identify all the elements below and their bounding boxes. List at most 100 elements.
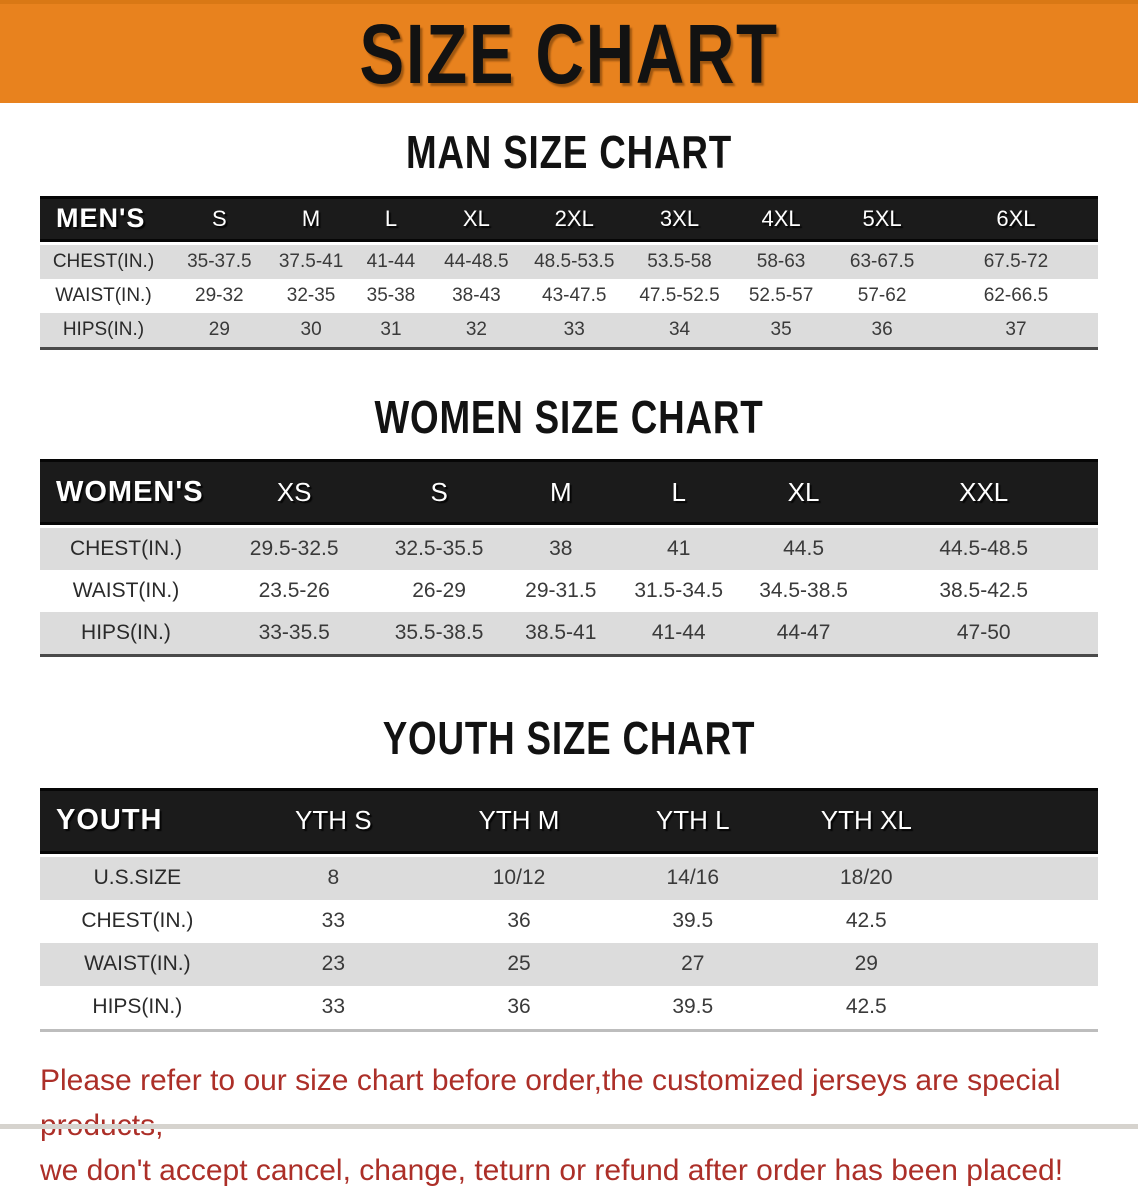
blank-cell — [953, 853, 1098, 900]
table-cell: 42.5 — [845, 995, 887, 1019]
column-header: L — [619, 459, 738, 526]
table-cell: 44-48.5 — [431, 241, 522, 279]
column-header: S — [166, 195, 272, 242]
table-cell: 33 — [321, 909, 345, 933]
bottom-edge-strip — [0, 1124, 1138, 1129]
table-cell: 57-62 — [857, 284, 907, 306]
table-cell: 58-63 — [731, 241, 831, 279]
row-label: HIPS(IN.) — [62, 318, 145, 340]
column-header: YTH L — [606, 787, 780, 854]
table-row: WAIST(IN.) 23 25 27 29 — [40, 942, 1098, 986]
table-row: CHEST(IN.) 29.5-32.5 32.5-35.5 38 41 44.5 44.5… — [40, 525, 1098, 571]
table-cell: 41 — [619, 525, 738, 570]
table-header-row: WOMEN'S XS S M L XL XXL — [40, 459, 1098, 526]
table-row: WAIST(IN.) 29-32 32-35 35-38 38-43 43-47.5 47.… — [40, 279, 1098, 313]
column-header: YTH M — [431, 787, 607, 854]
table-cell: 27 — [681, 952, 705, 976]
table-cell: 37 — [1005, 318, 1027, 340]
row-label: U.S.SIZE — [40, 853, 235, 900]
column-header: 3XL — [627, 195, 732, 242]
row-label: WAIST(IN.) — [72, 579, 180, 603]
column-header: M — [271, 195, 351, 242]
column-header: XL — [431, 195, 522, 242]
table-row: CHEST(IN.) 33 36 39.5 42.5 — [40, 900, 1098, 943]
table-cell: 35.5-38.5 — [394, 621, 484, 645]
column-header: 5XL — [830, 195, 934, 242]
table-title-cell: YOUTH — [40, 787, 235, 854]
row-label: HIPS(IN.) — [92, 995, 183, 1019]
table-cell: 30 — [300, 318, 322, 340]
table-cell: 37.5-41 — [271, 241, 351, 279]
table-cell: 44-47 — [776, 621, 831, 645]
table-cell: 44.5 — [737, 525, 870, 570]
column-header: 6XL — [933, 195, 1098, 242]
table-cell: 33 — [321, 995, 345, 1019]
table-cell: 23.5-26 — [258, 579, 330, 603]
row-label: WAIST(IN.) — [84, 952, 191, 976]
table-cell: 39.5 — [672, 909, 714, 933]
table-header-row: YOUTH YTH S YTH M YTH L YTH XL — [40, 787, 1098, 854]
table-header-row: MEN'S S M L XL 2XL 3XL 4XL 5XL 6XL — [40, 195, 1098, 242]
table-cell: 39.5 — [672, 995, 714, 1019]
table-cell: 29 — [208, 318, 230, 340]
table-cell: 35-38 — [366, 284, 416, 306]
table-cell: 34 — [668, 318, 691, 340]
table-title-cell: WOMEN'S — [40, 459, 212, 526]
row-label: HIPS(IN.) — [81, 621, 171, 645]
table-cell: 47-50 — [956, 621, 1011, 645]
column-header: YTH S — [234, 787, 432, 854]
blank-cell — [953, 943, 1098, 986]
table-cell: 38 — [501, 525, 620, 570]
table-cell: 34.5-38.5 — [759, 579, 848, 603]
table-cell: 29-32 — [195, 284, 244, 306]
row-label: WAIST(IN.) — [55, 284, 152, 306]
table-cell: 52.5-57 — [748, 284, 814, 306]
table-cell: 8 — [234, 853, 432, 900]
table-cell: 41-44 — [350, 241, 432, 279]
blank-header-cell — [953, 787, 1098, 854]
column-header: L — [350, 195, 432, 242]
table-cell: 38-43 — [452, 284, 501, 306]
row-label: CHEST(IN.) — [40, 525, 212, 570]
table-cell: 29.5-32.5 — [211, 525, 377, 570]
table-row: WAIST(IN.) 23.5-26 26-29 29-31.5 31.5-34.5 34… — [40, 570, 1098, 612]
table-cell: 36 — [871, 318, 893, 340]
table-cell: 23 — [321, 952, 345, 976]
table-cell: 35 — [770, 318, 792, 340]
column-header: 4XL — [731, 195, 831, 242]
table-row: HIPS(IN.) 33-35.5 35.5-38.5 38.5-41 41-44 44-… — [40, 612, 1098, 655]
table-cell: 31 — [380, 318, 402, 340]
table-cell: 29 — [854, 952, 878, 976]
table-cell: 32-35 — [286, 284, 336, 306]
women-section-title: WOMEN SIZE CHART — [374, 390, 764, 443]
section-women: WOMEN SIZE CHART WOMEN'S XS S M L XL XXL CHEST(… — [0, 390, 1138, 658]
column-header: 2XL — [521, 195, 628, 242]
table-title-cell: MEN'S — [40, 195, 167, 242]
table-row: HIPS(IN.) 29 30 31 32 33 34 35 36 37 — [40, 312, 1098, 347]
banner: SIZE CHART — [0, 0, 1138, 103]
section-men: MAN SIZE CHART MEN'S S M L XL 2XL 3XL 4XL 5XL 6XL… — [0, 127, 1138, 350]
blank-cell — [953, 986, 1098, 1029]
women-size-table: WOMEN'S XS S M L XL XXL CHEST(IN.) 29.5-32.5 32.5… — [40, 459, 1098, 658]
table-cell: 47.5-52.5 — [639, 284, 720, 306]
table-cell: 25 — [507, 952, 531, 976]
table-cell: 62-66.5 — [983, 284, 1049, 306]
table-cell: 10/12 — [431, 853, 607, 900]
table-cell: 14/16 — [606, 853, 780, 900]
youth-section-title: YOUTH SIZE CHART — [382, 712, 756, 765]
table-cell: 53.5-58 — [627, 241, 732, 279]
table-cell: 36 — [507, 995, 531, 1019]
table-row: CHEST(IN.) 35-37.5 37.5-41 41-44 44-48.5 48.5… — [40, 241, 1098, 279]
table-cell: 38.5-42.5 — [939, 579, 1029, 603]
table-cell: 32 — [465, 318, 487, 340]
table-row: U.S.SIZE 8 10/12 14/16 18/20 — [40, 853, 1098, 900]
section-youth: YOUTH SIZE CHART YOUTH YTH S YTH M YTH L YTH… — [0, 713, 1138, 1032]
column-header: XXL — [869, 459, 1098, 526]
table-cell: 44.5-48.5 — [869, 525, 1098, 570]
row-label: CHEST(IN.) — [40, 241, 167, 279]
table-cell: 42.5 — [845, 909, 887, 933]
youth-size-table: YOUTH YTH S YTH M YTH L YTH XL U.S.SIZE 8 10/12… — [40, 787, 1098, 1032]
table-cell: 35-37.5 — [166, 241, 272, 279]
column-header: XL — [737, 459, 870, 526]
